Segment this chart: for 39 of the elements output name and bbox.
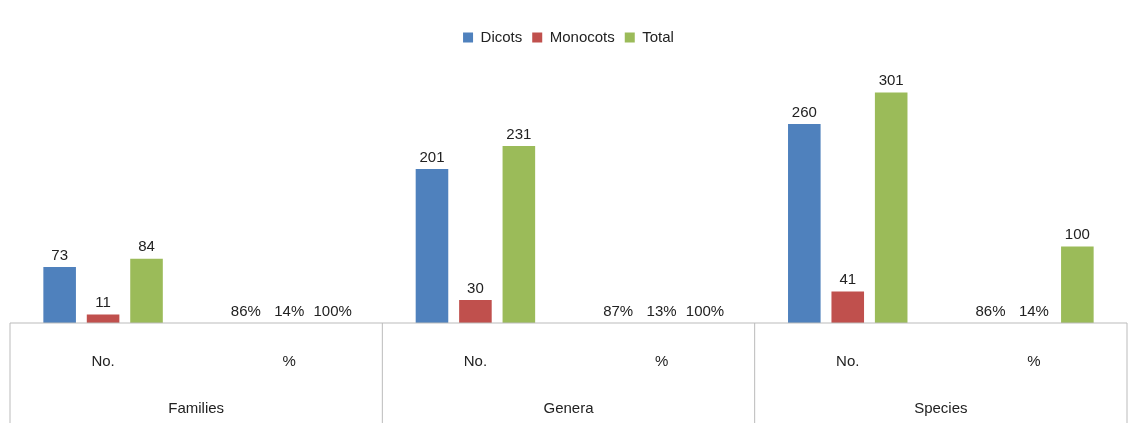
x-tick-label: %	[282, 352, 296, 370]
annotation: 13%	[646, 301, 677, 319]
annotation: 100%	[313, 301, 352, 319]
x-tick-label: %	[1027, 352, 1041, 370]
bar	[459, 300, 492, 323]
legend-label: Monocots	[549, 27, 615, 45]
x-tick-label: No.	[91, 352, 115, 370]
data-label: 301	[878, 71, 904, 89]
bar	[43, 267, 76, 323]
data-label: 260	[791, 102, 817, 120]
bar	[831, 291, 865, 323]
bar	[874, 92, 908, 323]
data-label: 11	[95, 293, 111, 311]
bar	[502, 146, 536, 323]
text: Species	[914, 399, 968, 417]
annotation: 100%	[685, 301, 725, 319]
bar	[130, 258, 163, 323]
data-label: 231	[506, 124, 532, 142]
legend-label: Total	[642, 27, 674, 45]
x-tick-label: No.	[463, 352, 488, 370]
annotation: 86%	[230, 301, 261, 319]
data-label: 30	[467, 278, 484, 296]
text: Genera	[543, 399, 595, 417]
data-label: 84	[138, 237, 155, 255]
x-tick-label: %	[654, 352, 669, 370]
bar	[788, 123, 821, 323]
annotation: 87%	[603, 301, 634, 319]
data-label: 73	[51, 245, 68, 263]
annotation: 86%	[975, 301, 1006, 319]
x-tick-label: No.	[836, 352, 860, 370]
bar	[415, 169, 449, 323]
annotation: 14%	[1018, 301, 1049, 319]
data-label: 100	[1064, 225, 1090, 243]
legend-label: Dicots	[480, 27, 523, 45]
bar	[1061, 246, 1094, 323]
annotation: 14%	[274, 301, 305, 319]
data-label: 201	[419, 147, 445, 165]
data-label: 41	[839, 270, 857, 288]
text: Families	[168, 399, 225, 417]
